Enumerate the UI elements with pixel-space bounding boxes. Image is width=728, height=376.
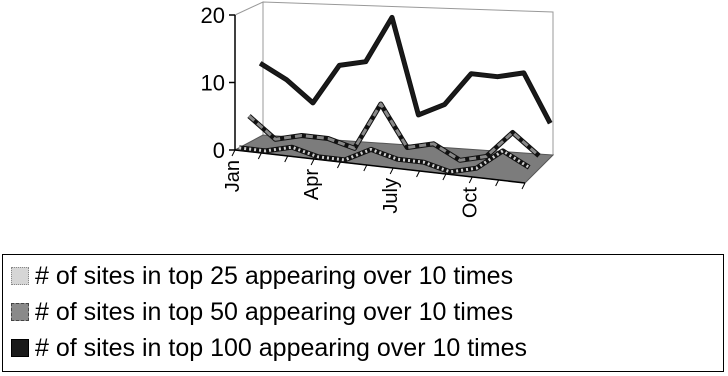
x-tick-mark (468, 176, 473, 184)
series-line-0 (239, 145, 530, 174)
x-tick-mark (495, 179, 500, 187)
x-tick-mark (257, 152, 262, 160)
x-tick-mark (337, 161, 341, 169)
legend-item-top100: # of sites in top 100 appearing over 10 … (11, 331, 527, 365)
x-tick-mark (231, 149, 236, 157)
x-axis (234, 149, 526, 184)
series-line-2 (259, 15, 552, 124)
x-tick-mark (284, 155, 289, 163)
legend-swatch-top25 (11, 267, 29, 285)
series-line-1 (248, 102, 540, 162)
legend-label-top25: # of sites in top 25 appearing over 10 t… (35, 261, 514, 290)
legend-item-top50: # of sites in top 50 appearing over 10 t… (11, 295, 513, 329)
x-tick-mark (310, 158, 315, 166)
x-tick-mark (363, 164, 368, 172)
legend-label-top100: # of sites in top 100 appearing over 10 … (35, 333, 527, 362)
x-tick-mark (521, 182, 526, 190)
x-tick-label: Oct (459, 187, 481, 219)
x-tick-mark (416, 170, 420, 178)
x-tick-label: Apr (301, 169, 323, 200)
legend: # of sites in top 25 appearing over 10 t… (2, 254, 724, 372)
legend-label-top50: # of sites in top 50 appearing over 10 t… (35, 297, 514, 326)
y-tick-label: 10 (201, 71, 225, 96)
y-tick-label: 0 (213, 138, 225, 163)
legend-item-top25: # of sites in top 25 appearing over 10 t… (11, 259, 513, 293)
x-tick-label: July (380, 178, 402, 214)
x-tick-label: Jan (222, 160, 244, 192)
legend-swatch-top100 (11, 339, 29, 357)
line-chart-3d: 0 10 20 Jan Apr July Oct (201, 1, 555, 219)
x-tick-mark (389, 167, 394, 175)
y-tick-label: 20 (201, 3, 225, 28)
legend-swatch-top50 (11, 303, 29, 321)
x-tick-mark (442, 173, 447, 181)
